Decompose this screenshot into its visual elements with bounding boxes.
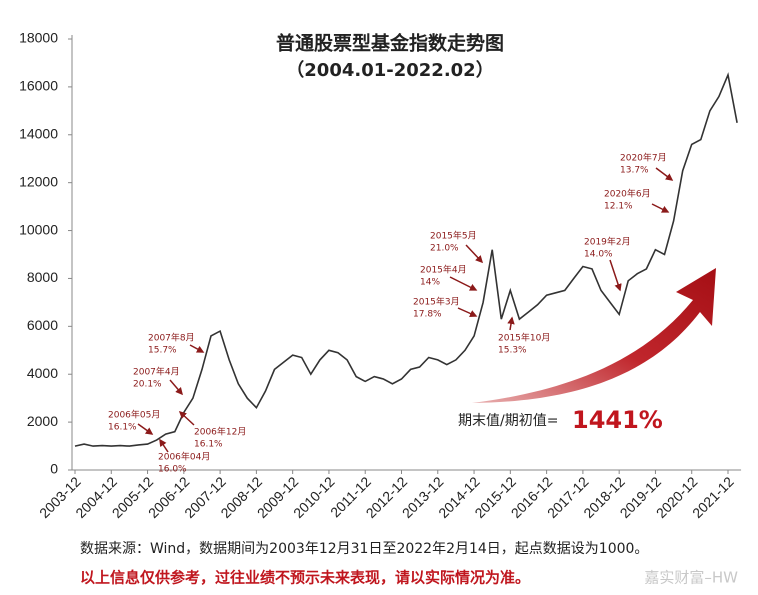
annotation-date: 2006年05月 bbox=[108, 409, 160, 421]
annotation-date: 2007年4月 bbox=[133, 366, 180, 378]
y-tick-label: 8000 bbox=[27, 269, 58, 285]
annotation-arrow bbox=[465, 244, 484, 264]
chart-title: 普通股票型基金指数走势图 bbox=[276, 32, 504, 55]
annotation-date: 2015年5月 bbox=[430, 230, 477, 242]
y-tick-label: 12000 bbox=[19, 173, 58, 189]
ratio-value: 1441% bbox=[572, 406, 663, 434]
annotation-pct: 15.7% bbox=[148, 346, 177, 356]
annotation-date: 2007年8月 bbox=[148, 332, 195, 344]
disclaimer: 以上信息仅供参考，过往业绩不预示未来表现，请以实际情况为准。 bbox=[80, 569, 530, 587]
x-tick-label: 2021-12 bbox=[689, 473, 737, 521]
y-tick-label: 4000 bbox=[27, 365, 58, 381]
annotation-date: 2006年12月 bbox=[194, 426, 246, 438]
annotation-date: 2006年04月 bbox=[158, 451, 210, 463]
annotation-pct: 16.0% bbox=[158, 465, 187, 475]
index-line bbox=[74, 72, 738, 447]
y-tick-label: 6000 bbox=[27, 317, 58, 333]
annotation-pct: 14.0% bbox=[584, 250, 613, 260]
watermark: 嘉实财富–HW bbox=[644, 569, 738, 587]
annotation-pct: 16.1% bbox=[108, 423, 137, 433]
annotation-arrow bbox=[178, 410, 195, 426]
y-tick-label: 0 bbox=[50, 461, 58, 477]
y-tick-label: 14000 bbox=[19, 125, 58, 141]
annotation-date: 2019年2月 bbox=[584, 236, 631, 248]
annotation-pct: 21.0% bbox=[430, 244, 459, 254]
y-tick-label: 16000 bbox=[19, 78, 58, 94]
annotation-arrow bbox=[457, 307, 478, 317]
annotation-arrow bbox=[449, 276, 478, 291]
annotation-date: 2015年4月 bbox=[420, 264, 467, 276]
annotation-pct: 16.1% bbox=[194, 440, 223, 450]
annotation-pct: 13.7% bbox=[620, 166, 649, 176]
trend-arrow bbox=[472, 268, 716, 403]
annotation-arrow bbox=[609, 259, 622, 292]
ratio-label: 期末值/期初值= bbox=[458, 412, 558, 429]
annotation-pct: 20.1% bbox=[133, 380, 162, 390]
annotation-pct: 14% bbox=[420, 278, 440, 288]
annotation-arrow bbox=[169, 379, 183, 396]
y-tick-label: 18000 bbox=[19, 30, 58, 46]
annotation-date: 2020年7月 bbox=[620, 152, 667, 164]
y-tick-label: 2000 bbox=[27, 413, 58, 429]
annotation-arrow bbox=[159, 438, 169, 453]
annotation-arrow bbox=[189, 344, 205, 353]
y-tick-label: 10000 bbox=[19, 221, 58, 237]
annotation-date: 2020年6月 bbox=[604, 188, 651, 200]
annotation-pct: 15.3% bbox=[498, 346, 527, 356]
annotation-arrow bbox=[507, 316, 515, 331]
annotation-date: 2015年3月 bbox=[413, 296, 460, 308]
annotation-date: 2015年10月 bbox=[498, 332, 550, 344]
annotation-arrow bbox=[137, 423, 154, 435]
annotation-arrow bbox=[655, 167, 674, 181]
annotation-pct: 12.1% bbox=[604, 202, 633, 212]
source-note: 数据来源：Wind，数据期间为2003年12月31日至2022年2月14日，起点… bbox=[80, 541, 648, 557]
annotation-pct: 17.8% bbox=[413, 310, 442, 320]
annotation-arrow bbox=[651, 203, 670, 213]
chart-subtitle: （2004.01-2022.02） bbox=[286, 60, 493, 81]
